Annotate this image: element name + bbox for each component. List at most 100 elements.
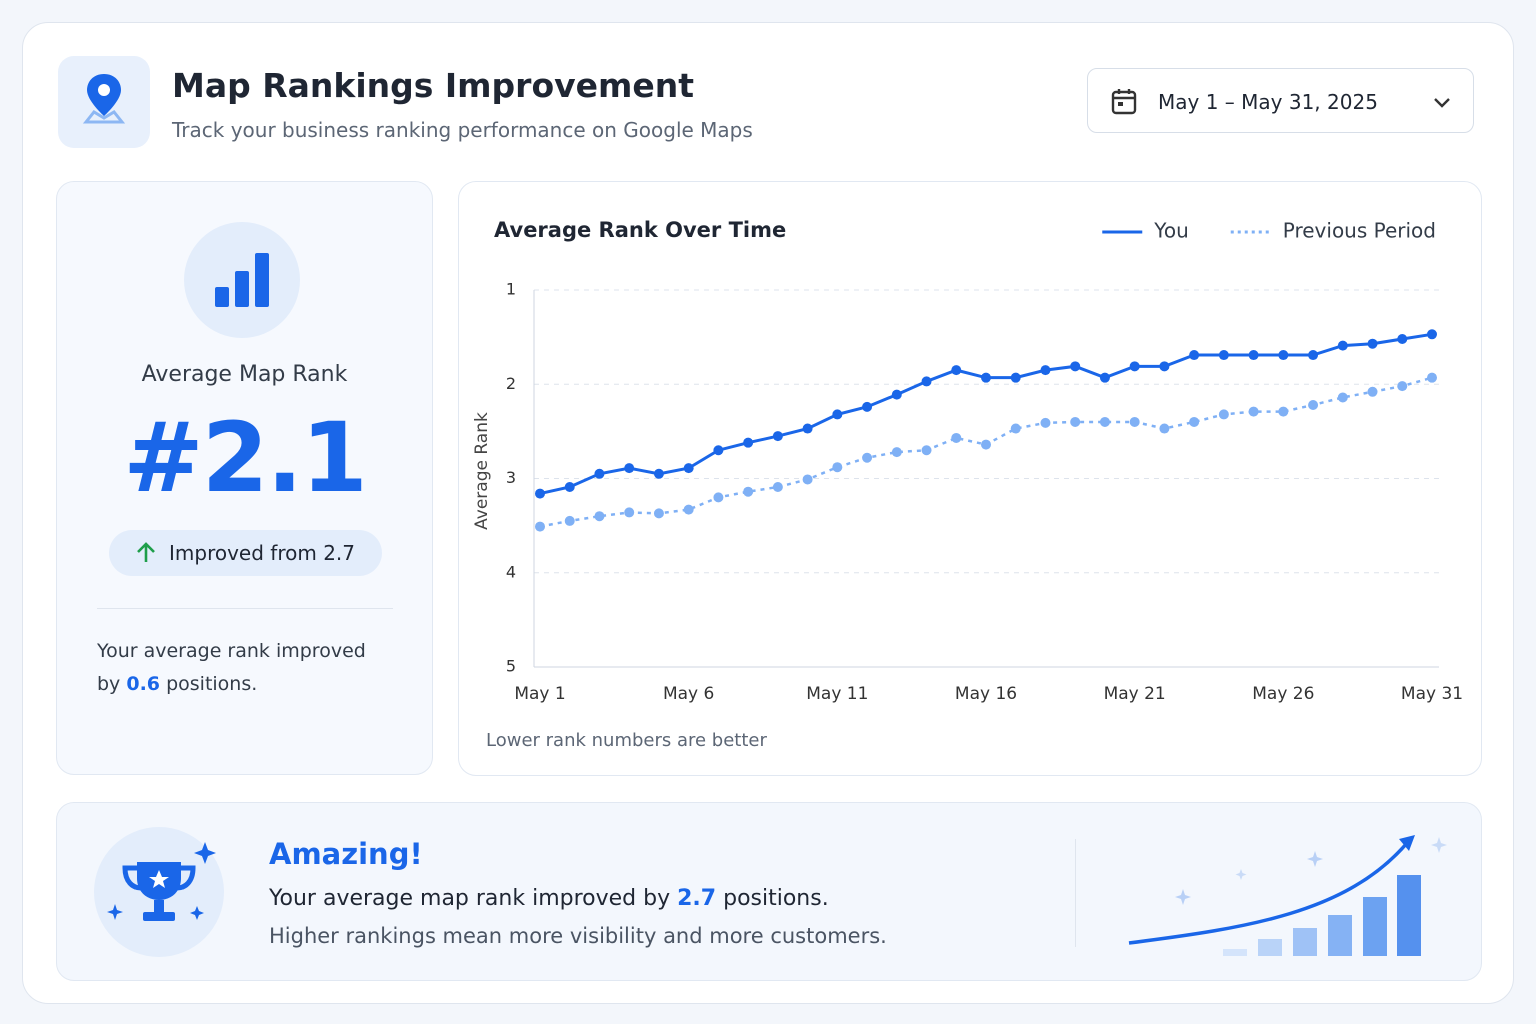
y-tick-label: 4 [506, 562, 516, 581]
rank-summary: Your average rank improved by 0.6 positi… [97, 635, 387, 701]
data-point [683, 463, 694, 474]
summary-text: Your average rank improved by [97, 640, 366, 695]
divider [97, 608, 393, 609]
data-point [624, 463, 635, 474]
rank-icon [184, 222, 300, 338]
data-point [1159, 423, 1170, 434]
x-tick-label: May 26 [1252, 684, 1314, 704]
data-point [951, 432, 962, 443]
data-point [1218, 409, 1229, 420]
data-point [1248, 350, 1259, 361]
data-point [1278, 350, 1289, 361]
data-point [772, 431, 783, 442]
data-point [743, 486, 754, 497]
x-tick-label: May 1 [514, 684, 565, 704]
data-point [1218, 350, 1229, 361]
data-point [891, 447, 902, 458]
data-point [1129, 416, 1140, 427]
x-tick-label: May 16 [955, 684, 1017, 704]
page-title: Map Rankings Improvement [172, 66, 695, 105]
data-point [1367, 338, 1378, 349]
data-point [1427, 329, 1437, 340]
chart: Average Rank Over Time Average Rank Lowe… [472, 218, 1463, 751]
x-tick-label: May 6 [663, 684, 714, 704]
y-tick-label: 5 [506, 657, 516, 676]
x-tick-label: May 31 [1401, 684, 1463, 704]
data-point [1040, 417, 1051, 428]
data-point [1099, 416, 1110, 427]
arrow-up-icon [137, 542, 155, 562]
data-point [743, 437, 754, 448]
data-point [653, 508, 664, 519]
data-point [624, 507, 635, 518]
data-point [1367, 386, 1378, 397]
data-point [1070, 416, 1081, 427]
data-point [683, 504, 694, 515]
data-point [1427, 372, 1437, 383]
divider [1075, 839, 1076, 947]
data-point [1397, 381, 1408, 392]
banner-line: Higher rankings mean more visibility and… [269, 924, 887, 948]
banner-text: positions. [723, 886, 829, 911]
banner-title: Amazing! [269, 837, 423, 871]
data-point [1397, 334, 1408, 345]
data-point [891, 389, 902, 400]
data-point [862, 452, 873, 463]
data-point [1248, 406, 1259, 417]
data-point [832, 409, 843, 420]
banner-line: Your average map rank improved by 2.7 po… [269, 886, 829, 911]
rank-value: #2.1 [123, 402, 368, 514]
data-point [862, 401, 873, 412]
data-point [1308, 350, 1319, 361]
page-subtitle: Track your business ranking performance … [172, 118, 753, 142]
legend-label: Previous Period [1283, 219, 1436, 243]
header-icon [58, 56, 150, 148]
data-point [1278, 406, 1289, 417]
data-point [713, 492, 724, 503]
y-tick-label: 3 [506, 468, 516, 487]
data-point [1129, 361, 1140, 372]
rank-card: Average Map Rank #2.1 Improved from 2.7 … [56, 181, 433, 775]
map-pin-icon [82, 74, 126, 124]
summary-text: positions. [166, 673, 258, 695]
data-point [1099, 372, 1110, 383]
data-point [981, 372, 991, 383]
chart-card: Average Rank Over Time Average Rank Lowe… [458, 181, 1482, 776]
data-point [564, 515, 575, 526]
data-point [951, 365, 962, 376]
y-tick-label: 2 [506, 374, 516, 393]
data-point [802, 423, 813, 434]
data-point [921, 445, 932, 456]
y-axis-title: Average Rank [472, 412, 492, 530]
series-line [539, 332, 1433, 496]
data-point [802, 474, 813, 485]
data-point [981, 439, 991, 450]
data-point [1010, 423, 1021, 434]
banner: Amazing! Your average map rank improved … [56, 802, 1482, 981]
data-point [1337, 392, 1348, 403]
series-line [539, 376, 1433, 528]
data-point [921, 376, 932, 387]
x-tick-label: May 21 [1104, 684, 1166, 704]
data-point [832, 462, 843, 473]
banner-highlight: 2.7 [677, 886, 717, 911]
banner-text: Your average map rank improved by [269, 886, 671, 911]
data-point [1189, 350, 1200, 361]
data-point [564, 481, 575, 492]
data-point [713, 445, 724, 456]
trophy-icon [94, 827, 224, 957]
data-point [1040, 365, 1051, 376]
data-point [1010, 372, 1021, 383]
chart-note: Lower rank numbers are better [486, 730, 767, 751]
data-point [535, 521, 545, 532]
date-range-picker[interactable]: May 1 – May 31, 2025 [1087, 68, 1474, 133]
calendar-icon [1111, 89, 1137, 115]
legend-label: You [1153, 219, 1188, 243]
growth-illustration [1128, 835, 1447, 956]
data-point [653, 468, 664, 479]
improvement-badge: Improved from 2.7 [109, 530, 382, 576]
data-point [1189, 416, 1200, 427]
data-point [594, 511, 605, 522]
data-point [1159, 361, 1170, 372]
